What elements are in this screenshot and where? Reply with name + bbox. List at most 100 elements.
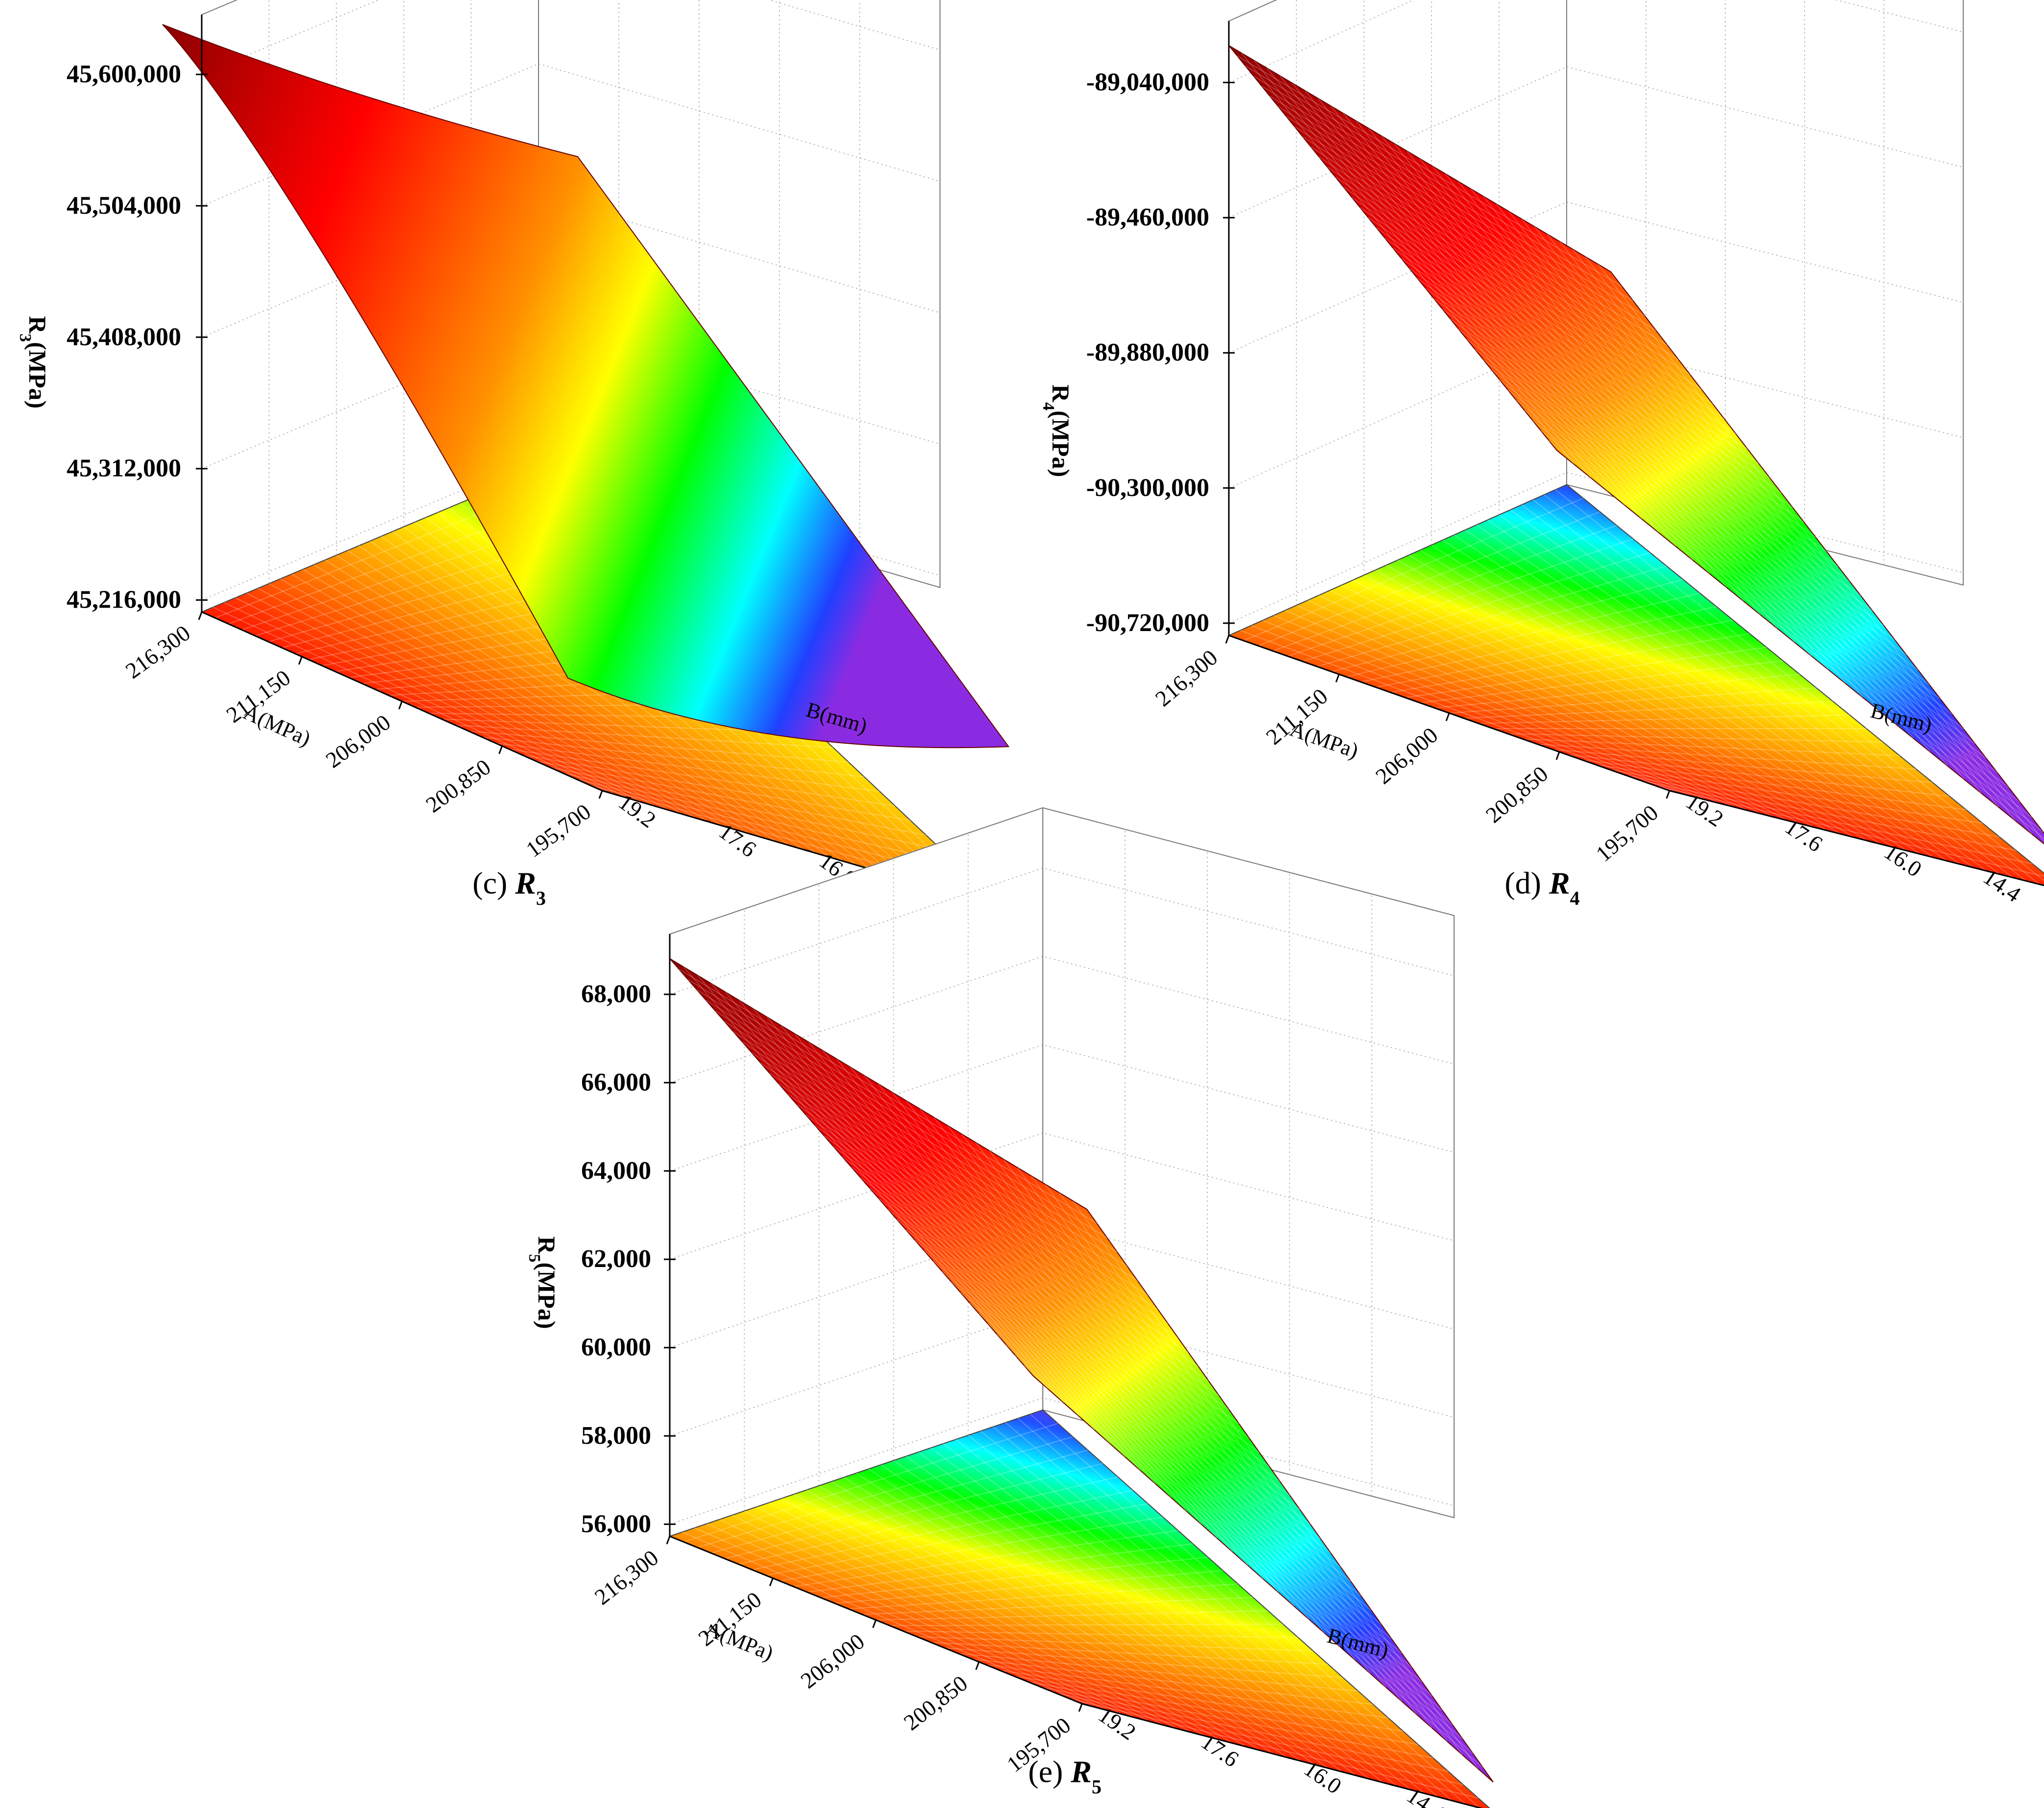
base-mesh-line bbox=[890, 1623, 1283, 1626]
base-mesh-line bbox=[875, 1610, 1269, 1620]
surface-mesh-line bbox=[1432, 165, 1829, 670]
x-tick-label: 195,700 bbox=[1591, 800, 1663, 867]
grid-line bbox=[201, 326, 940, 470]
surface-mesh-line bbox=[780, 1025, 1156, 1484]
surface-mesh-line bbox=[905, 1229, 1352, 1582]
z-axis-title: R4(MPa) bbox=[1040, 384, 1075, 477]
x-tick-label: 206,000 bbox=[796, 1629, 869, 1693]
surface-mesh-line bbox=[769, 1073, 1199, 1367]
surface-mesh-line bbox=[1540, 429, 2044, 833]
surface-mesh-line bbox=[923, 1250, 1372, 1611]
surface-mesh-line bbox=[1335, 176, 1759, 464]
base-mesh-line bbox=[1434, 674, 1800, 708]
surface-mesh-line bbox=[1532, 420, 2032, 818]
x-tick-label: 206,000 bbox=[1371, 722, 1443, 789]
base-mesh-line bbox=[1017, 1418, 1466, 1805]
surface-mesh-line bbox=[836, 1058, 1218, 1539]
surface-mesh-line bbox=[1407, 150, 1795, 643]
base-mesh-line bbox=[944, 1647, 1343, 1678]
surface-mesh-line bbox=[1381, 136, 1761, 615]
surface-mesh-line bbox=[1368, 128, 1744, 602]
base-mesh-line bbox=[370, 540, 803, 850]
y-tick-mark bbox=[1081, 1703, 1090, 1707]
z-tick-label: -89,880,000 bbox=[1086, 339, 1209, 367]
base-mesh-line bbox=[844, 1477, 1274, 1755]
surface-mesh-line bbox=[1441, 308, 1907, 656]
surface-mesh-line bbox=[1261, 85, 1657, 331]
base-mesh-line bbox=[1361, 606, 1717, 683]
surface-mesh-line bbox=[1521, 218, 1948, 766]
base-mesh-line bbox=[224, 602, 630, 799]
surface-mesh-line bbox=[860, 1177, 1301, 1511]
surface-mesh-line bbox=[1360, 207, 1793, 508]
x-tick-label: 216,300 bbox=[121, 620, 195, 683]
z-axis-title-sub: 3 bbox=[17, 334, 35, 342]
surface-mesh-line bbox=[1409, 268, 1862, 597]
base-mesh-line bbox=[986, 1664, 1388, 1718]
z-axis-title-unit: (MPa) bbox=[24, 342, 51, 409]
grid-line bbox=[201, 194, 940, 338]
base-mesh-line bbox=[834, 1570, 1223, 1604]
base-mesh-line bbox=[1273, 615, 1723, 805]
base-mesh-line bbox=[1454, 534, 1934, 858]
surface-mesh-line bbox=[1279, 75, 1625, 506]
surface-mesh-line bbox=[1496, 203, 1914, 739]
base-mesh-line bbox=[697, 1436, 1073, 1548]
base-mesh-line bbox=[482, 736, 865, 777]
x-tick-label: 200,850 bbox=[899, 1670, 972, 1735]
base-mesh-line bbox=[831, 1481, 1261, 1751]
panel-caption: (c) R3 bbox=[472, 866, 546, 909]
y-tick-mark bbox=[1867, 840, 1876, 844]
surface-mesh-line bbox=[1014, 1354, 1474, 1754]
surface-mesh-line bbox=[697, 975, 1064, 1403]
base-mesh-line bbox=[848, 1583, 1238, 1610]
panel-caption-var: R bbox=[1549, 866, 1570, 900]
base-mesh-line bbox=[806, 1489, 1233, 1744]
base-mesh-line bbox=[1532, 499, 2027, 882]
surface-mesh-line bbox=[1269, 95, 1668, 346]
base-mesh-line bbox=[856, 1473, 1288, 1758]
surface-mesh-line bbox=[797, 1104, 1230, 1410]
surface-mesh-line bbox=[892, 1092, 1279, 1593]
surface-mesh-line bbox=[739, 1000, 1110, 1444]
surface-mesh-line bbox=[1491, 369, 1975, 744]
base-mesh-line bbox=[903, 1630, 1298, 1638]
x-tick-label: 216,300 bbox=[1151, 645, 1222, 711]
base-mesh-line bbox=[1442, 540, 1921, 855]
x-tick-mark bbox=[1225, 635, 1230, 644]
base-mesh-line bbox=[779, 1516, 1163, 1582]
panel-caption-prefix: (d) bbox=[1504, 866, 1549, 900]
base-mesh-line bbox=[980, 1431, 1425, 1794]
z-tick-label: 56,000 bbox=[581, 1510, 651, 1538]
base-mesh-line bbox=[1521, 504, 2014, 878]
x-tick-mark bbox=[1666, 790, 1670, 799]
x-tick-mark bbox=[1078, 1703, 1083, 1712]
surface-mesh-line bbox=[961, 1133, 1356, 1661]
surface-mesh-line bbox=[724, 1020, 1149, 1296]
base-mesh-line bbox=[1272, 525, 1617, 652]
surface-mesh-line bbox=[1474, 349, 1953, 715]
base-mesh-line bbox=[1409, 554, 1881, 845]
base-mesh-line bbox=[1330, 589, 1789, 822]
y-tick-mark bbox=[1184, 1730, 1193, 1734]
base-mesh-line bbox=[906, 1456, 1343, 1773]
base-mesh-line bbox=[325, 559, 750, 834]
base-mesh-line bbox=[1510, 509, 2000, 875]
surface-mesh-line bbox=[1572, 249, 2016, 821]
x-tick-mark bbox=[872, 1620, 877, 1628]
base-mesh-line bbox=[943, 1443, 1384, 1784]
base-mesh-line bbox=[819, 1485, 1247, 1747]
surface-mesh-line bbox=[1547, 234, 1982, 794]
base-mesh-line bbox=[1285, 610, 1736, 808]
base-mesh-line bbox=[893, 1460, 1329, 1769]
surface-mesh-line bbox=[1310, 146, 1725, 420]
base-mesh-line bbox=[495, 742, 880, 792]
surface-mesh-line bbox=[805, 1114, 1240, 1425]
base-mesh-line bbox=[931, 1642, 1328, 1665]
surface-mesh-line bbox=[1499, 379, 1987, 759]
x-tick-mark bbox=[1445, 712, 1450, 722]
panel-caption-var: R bbox=[1070, 1754, 1092, 1789]
z-axis-title-unit: (MPa) bbox=[533, 1263, 561, 1329]
surface-mesh-line bbox=[933, 1117, 1325, 1634]
base-mesh-line bbox=[1397, 560, 1868, 842]
